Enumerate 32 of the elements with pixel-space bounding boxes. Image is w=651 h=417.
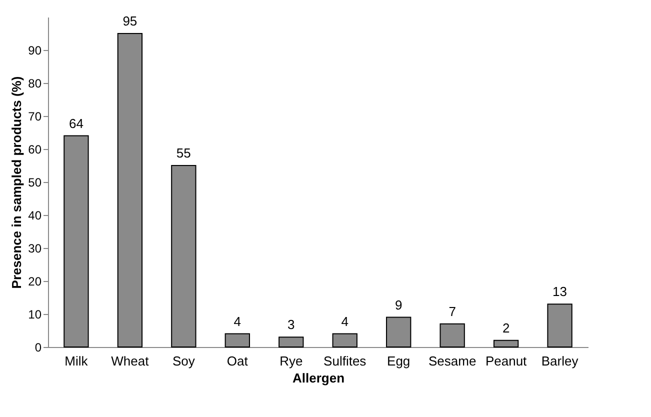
data-label: 95 (122, 14, 138, 28)
x-tick-label: Soy (172, 354, 196, 368)
y-tick-label: 50 (28, 176, 42, 190)
x-tick-label: Wheat (111, 354, 150, 368)
data-label: 55 (176, 146, 191, 160)
data-label: 3 (288, 317, 295, 332)
data-label: 2 (502, 320, 510, 336)
x-tick-label: Barley (541, 354, 579, 368)
x-tick-label: Sulfites (324, 354, 367, 368)
data-label: 13 (552, 284, 568, 300)
y-tick-label: 40 (28, 208, 42, 222)
x-tick-label: Sesame (428, 354, 476, 368)
data-label: 9 (394, 297, 402, 312)
y-tick-label: 90 (28, 44, 42, 58)
data-label: 4 (341, 314, 348, 329)
y-tick-label: 20 (28, 274, 42, 288)
data-label: 64 (68, 116, 84, 131)
x-axis-title: Allergen (292, 370, 345, 386)
data-label: 7 (448, 304, 456, 319)
data-label: 4 (234, 314, 242, 329)
x-tick-label: Milk (64, 354, 88, 368)
x-tick-label: Egg (387, 354, 410, 368)
y-tick-label: 60 (28, 142, 42, 156)
y-tick-label: 0 (34, 340, 42, 354)
y-tick-label: 30 (28, 242, 42, 256)
y-tick-label: 10 (28, 308, 42, 322)
x-tick-label: Peanut (485, 354, 528, 368)
x-tick-label: Oat (226, 354, 248, 368)
y-tick-label: 80 (28, 76, 42, 90)
y-tick-label: 70 (28, 110, 42, 124)
y-axis-title: Presence in sampled products (%) (9, 76, 24, 289)
x-tick-label: Rye (280, 354, 303, 368)
